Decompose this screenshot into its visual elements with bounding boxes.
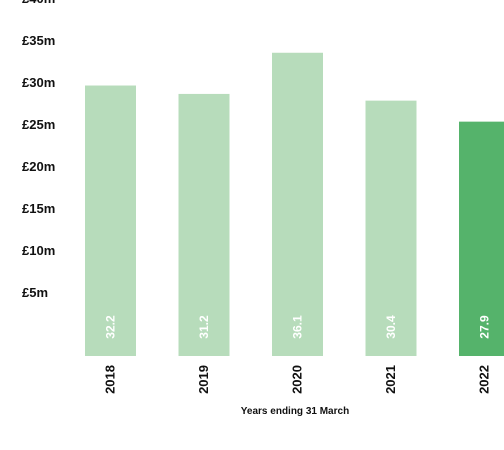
x-tick-label: 2018 — [103, 365, 118, 394]
data-label: 30.4 — [384, 315, 398, 339]
bars — [85, 52, 504, 357]
x-tick-label: 2021 — [383, 365, 398, 394]
bar-2021 — [365, 100, 417, 356]
y-tick-label: £20m — [22, 159, 55, 174]
y-tick-label: £25m — [22, 117, 55, 132]
x-axis-title: Years ending 31 March — [241, 406, 349, 417]
bar-2018 — [85, 85, 136, 357]
x-tick-label: 2019 — [196, 365, 211, 394]
data-label: 31.2 — [197, 315, 211, 339]
data-label: 36.1 — [291, 315, 305, 339]
y-axis: £5m £10m £15m £20m £25m £30m £35m £40m — [22, 0, 55, 300]
y-tick-label: £5m — [22, 285, 48, 300]
y-tick-label: £10m — [22, 243, 55, 258]
data-label: 32.2 — [104, 315, 118, 339]
bar-2020 — [272, 52, 323, 356]
y-tick-label: £15m — [22, 201, 55, 216]
y-tick-label: £40m — [22, 0, 55, 6]
y-tick-label: £30m — [22, 75, 55, 90]
x-tick-label: 2020 — [290, 365, 305, 394]
data-labels: 32.2 31.2 36.1 30.4 27.9 — [104, 315, 492, 339]
data-label: 27.9 — [478, 315, 492, 339]
bar-2022 — [459, 121, 504, 356]
x-axis: 2018 2019 2020 2021 2022 — [103, 365, 492, 394]
bar-2019 — [178, 93, 230, 357]
y-tick-label: £35m — [22, 33, 55, 48]
x-tick-label: 2022 — [477, 365, 492, 394]
